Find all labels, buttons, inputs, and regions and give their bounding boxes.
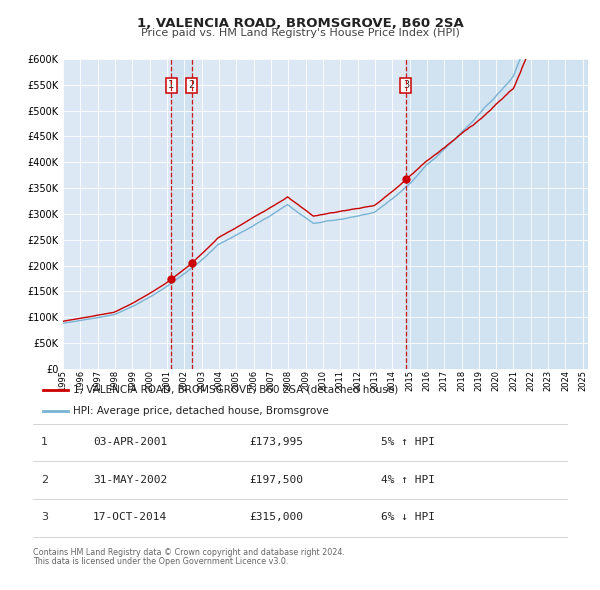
Bar xyxy=(171,59,191,369)
Text: 6% ↓ HPI: 6% ↓ HPI xyxy=(381,513,435,522)
Text: 31-MAY-2002: 31-MAY-2002 xyxy=(93,475,167,484)
Text: 3: 3 xyxy=(41,513,48,522)
Text: Price paid vs. HM Land Registry's House Price Index (HPI): Price paid vs. HM Land Registry's House … xyxy=(140,28,460,38)
Text: 5% ↑ HPI: 5% ↑ HPI xyxy=(381,437,435,447)
Text: 03-APR-2001: 03-APR-2001 xyxy=(93,437,167,447)
Text: £197,500: £197,500 xyxy=(249,475,303,484)
Text: 1: 1 xyxy=(41,437,48,447)
Text: £315,000: £315,000 xyxy=(249,513,303,522)
Text: 1, VALENCIA ROAD, BROMSGROVE, B60 2SA: 1, VALENCIA ROAD, BROMSGROVE, B60 2SA xyxy=(137,17,463,30)
Text: HPI: Average price, detached house, Bromsgrove: HPI: Average price, detached house, Brom… xyxy=(73,406,329,416)
Text: Contains HM Land Registry data © Crown copyright and database right 2024.: Contains HM Land Registry data © Crown c… xyxy=(33,548,345,556)
Text: £173,995: £173,995 xyxy=(249,437,303,447)
Text: 2: 2 xyxy=(188,80,194,90)
Text: 17-OCT-2014: 17-OCT-2014 xyxy=(93,513,167,522)
Bar xyxy=(406,59,588,369)
Text: 4% ↑ HPI: 4% ↑ HPI xyxy=(381,475,435,484)
Text: 3: 3 xyxy=(403,80,409,90)
Text: 2: 2 xyxy=(41,475,48,484)
Text: 1, VALENCIA ROAD, BROMSGROVE, B60 2SA (detached house): 1, VALENCIA ROAD, BROMSGROVE, B60 2SA (d… xyxy=(73,385,398,395)
Text: This data is licensed under the Open Government Licence v3.0.: This data is licensed under the Open Gov… xyxy=(33,557,289,566)
Text: 1: 1 xyxy=(168,80,175,90)
